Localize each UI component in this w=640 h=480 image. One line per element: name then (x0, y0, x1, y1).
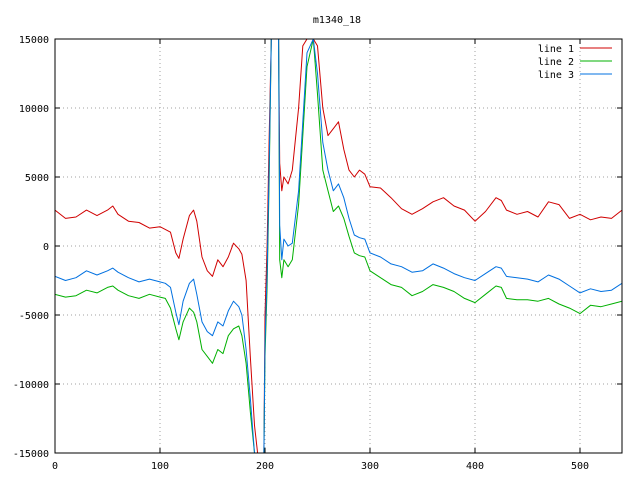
y-tick-label: -5000 (19, 311, 49, 322)
legend-label: line 3 (538, 70, 574, 81)
series-line-3 (55, 39, 622, 453)
series-group (55, 39, 622, 453)
legend-label: line 1 (538, 44, 574, 55)
tick-labels: 0 100 200 300 400 500 -15000 -10000 -5000 0 5000 10… (13, 35, 589, 472)
series-line-1 (55, 39, 622, 453)
x-tick-label: 100 (151, 461, 169, 472)
x-tick-label: 300 (361, 461, 379, 472)
y-tick-label: 15000 (19, 35, 49, 46)
chart-title: m1340_18 (313, 15, 361, 26)
y-tick-label: 0 (43, 242, 49, 253)
y-tick-label: -15000 (13, 449, 49, 460)
grid (55, 39, 622, 453)
axis-ticks (54, 38, 622, 454)
legend: line 1 line 2 line 3 (538, 44, 612, 81)
series-line-2 (55, 39, 622, 453)
y-tick-label: 10000 (19, 104, 49, 115)
x-tick-label: 400 (466, 461, 484, 472)
x-tick-label: 200 (256, 461, 274, 472)
plot-frame (54, 38, 623, 454)
y-tick-label: -10000 (13, 380, 49, 391)
x-tick-label: 500 (571, 461, 589, 472)
legend-label: line 2 (538, 57, 574, 68)
x-tick-label: 0 (52, 461, 58, 472)
y-tick-label: 5000 (25, 173, 49, 184)
